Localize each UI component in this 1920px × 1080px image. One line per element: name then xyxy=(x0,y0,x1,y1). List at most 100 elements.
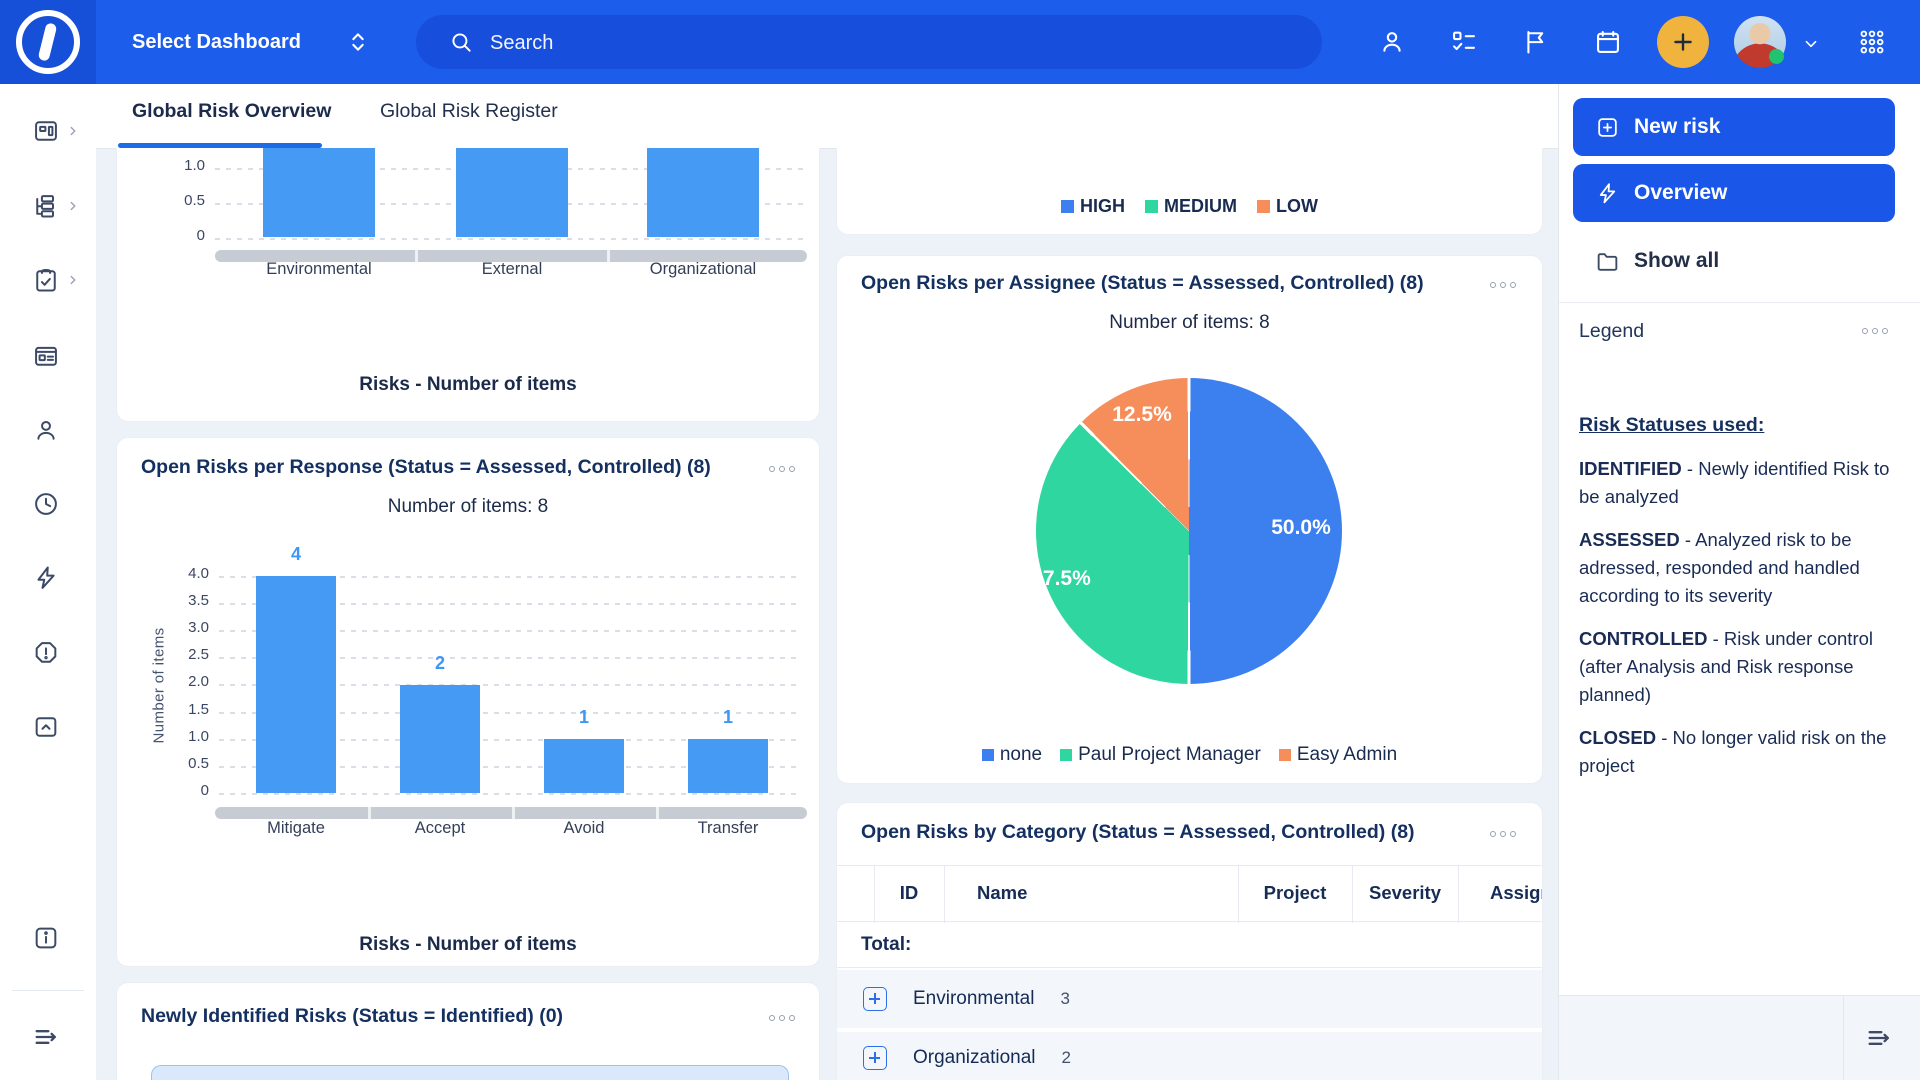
x-category: External xyxy=(481,260,543,278)
legend-item-high[interactable]: HIGH xyxy=(1061,196,1125,217)
topbar: Select Dashboard xyxy=(0,0,1920,84)
chart-subtitle: Number of items: 8 xyxy=(1109,312,1270,333)
search-input[interactable] xyxy=(488,15,1292,71)
panel-up-icon[interactable] xyxy=(32,713,60,741)
overview-button[interactable]: Overview xyxy=(1573,164,1895,222)
legend-label: MEDIUM xyxy=(1164,196,1237,216)
modules-icon[interactable] xyxy=(32,117,60,145)
calendar-icon[interactable] xyxy=(1594,28,1622,56)
chart-caption: Risks - Number of items xyxy=(359,374,577,395)
y-tick: 1.0 xyxy=(188,728,209,745)
card-title: Open Risks per Response (Status = Assess… xyxy=(141,456,711,478)
column-header-name[interactable]: Name xyxy=(977,882,1028,903)
new-risk-button[interactable]: New risk xyxy=(1573,98,1895,156)
dashboard-switcher-chevrons-icon[interactable] xyxy=(344,28,372,56)
legend-swatch xyxy=(981,749,994,761)
apps-grid-icon[interactable] xyxy=(1858,28,1886,56)
bar-avoid[interactable] xyxy=(544,739,624,793)
collapse-panel-icon[interactable] xyxy=(1865,1024,1893,1052)
card-open-risks-by-category: Open Risks by Category (Status = Assesse… xyxy=(836,802,1543,1080)
show-all-button[interactable]: Show all xyxy=(1573,236,1895,286)
legend-swatch xyxy=(1257,200,1270,213)
user-icon[interactable] xyxy=(1378,28,1406,56)
legend-label: Paul Project Manager xyxy=(1078,744,1261,765)
card-menu-dots[interactable] xyxy=(1490,831,1516,837)
y-tick: 0.5 xyxy=(188,755,209,772)
expand-sidebar-icon[interactable] xyxy=(32,1023,60,1051)
column-header-severity[interactable]: Severity xyxy=(1369,882,1441,903)
column-divider xyxy=(874,866,875,923)
pie-label-none: 50.0% xyxy=(1271,516,1331,539)
chart-scroll-track[interactable] xyxy=(215,807,807,819)
bar-mitigate[interactable] xyxy=(256,576,336,793)
lightning-icon[interactable] xyxy=(32,564,60,592)
footer-divider xyxy=(1843,996,1844,1080)
panel-divider xyxy=(1559,302,1920,303)
bar-value: 4 xyxy=(290,544,301,564)
group-name[interactable]: Environmental xyxy=(913,988,1035,1009)
alert-octagon-icon[interactable] xyxy=(32,639,60,667)
bar-external[interactable] xyxy=(456,148,568,237)
table-group-row-environmental[interactable]: Environmental 3 xyxy=(837,970,1542,1028)
chevron-right-icon[interactable] xyxy=(66,124,80,138)
checklist-icon[interactable] xyxy=(1450,28,1478,56)
legend-item-low[interactable]: LOW xyxy=(1257,196,1318,217)
card-title: Open Risks per Assignee (Status = Assess… xyxy=(861,272,1424,294)
bar-value: 1 xyxy=(722,707,733,727)
info-icon[interactable] xyxy=(32,924,60,952)
gridline xyxy=(219,684,801,686)
table-group-row-organizational[interactable]: Organizational 2 xyxy=(837,1032,1542,1080)
expand-plus-icon[interactable] xyxy=(863,987,887,1011)
expand-plus-icon[interactable] xyxy=(863,1046,887,1070)
chevron-right-icon[interactable] xyxy=(66,199,80,213)
chart-scroll-track[interactable] xyxy=(215,250,807,262)
quick-add-button[interactable] xyxy=(1657,16,1709,68)
y-tick: 3.5 xyxy=(188,592,209,609)
gridline xyxy=(219,766,801,768)
legend-item-medium[interactable]: MEDIUM xyxy=(1145,196,1237,217)
dashboard-selector[interactable]: Select Dashboard xyxy=(132,0,301,84)
pie-legend: none Paul Project Manager Easy Admin xyxy=(837,744,1542,766)
legend-item-none[interactable]: none xyxy=(981,744,1042,766)
pie-label-easy-admin: 12.5% xyxy=(1112,403,1172,426)
card-title: Newly Identified Risks (Status = Identif… xyxy=(141,1005,564,1027)
boards-icon[interactable] xyxy=(32,342,60,370)
bar-organizational[interactable] xyxy=(647,148,759,237)
column-header-id[interactable]: ID xyxy=(899,882,919,903)
plus-square-icon xyxy=(1595,115,1620,140)
card-menu-dots[interactable] xyxy=(769,466,795,472)
group-name[interactable]: Organizational xyxy=(913,1047,1036,1068)
card-title: Open Risks by Category (Status = Assesse… xyxy=(861,821,1415,843)
column-header-project[interactable]: Project xyxy=(1263,882,1327,903)
project-tree-icon[interactable] xyxy=(32,192,60,220)
card-menu-dots[interactable] xyxy=(769,1015,795,1021)
tab-global-risk-register[interactable]: Global Risk Register xyxy=(380,100,558,123)
card-menu-dots[interactable] xyxy=(1490,282,1516,288)
bar-value: 1 xyxy=(578,707,589,727)
chevron-down-icon[interactable] xyxy=(1800,33,1822,55)
bar-transfer[interactable] xyxy=(688,739,768,793)
legend-item-paul-project-manager[interactable]: Paul Project Manager xyxy=(1060,744,1261,766)
tab-global-risk-overview[interactable]: Global Risk Overview xyxy=(132,100,331,123)
empty-state-box xyxy=(151,1065,789,1080)
chevron-right-icon[interactable] xyxy=(66,273,80,287)
search-bar[interactable] xyxy=(416,15,1322,71)
clock-icon[interactable] xyxy=(32,490,60,518)
app-logo[interactable] xyxy=(0,0,96,84)
legend-section-title: Legend xyxy=(1579,320,1645,342)
column-header-assignee[interactable]: Assignee xyxy=(1490,882,1542,903)
bar-accept[interactable] xyxy=(400,685,480,793)
y-tick: 2.5 xyxy=(188,646,209,663)
y-tick: 1.0 xyxy=(184,157,205,174)
status-controlled: CONTROLLED - Risk under control (after A… xyxy=(1579,628,1874,705)
lightning-icon xyxy=(1595,181,1620,206)
flag-icon[interactable] xyxy=(1522,28,1550,56)
legend-menu-dots[interactable] xyxy=(1862,328,1888,334)
tab-label: Global Risk Overview xyxy=(132,100,332,122)
users-icon[interactable] xyxy=(32,416,60,444)
pie-chart[interactable] xyxy=(1036,378,1342,684)
clipboard-check-icon[interactable] xyxy=(32,266,60,294)
legend-item-easy-admin[interactable]: Easy Admin xyxy=(1278,744,1397,766)
status-identified: IDENTIFIED - Newly identified Risk to be… xyxy=(1579,458,1890,507)
bar-environmental[interactable] xyxy=(263,148,375,237)
